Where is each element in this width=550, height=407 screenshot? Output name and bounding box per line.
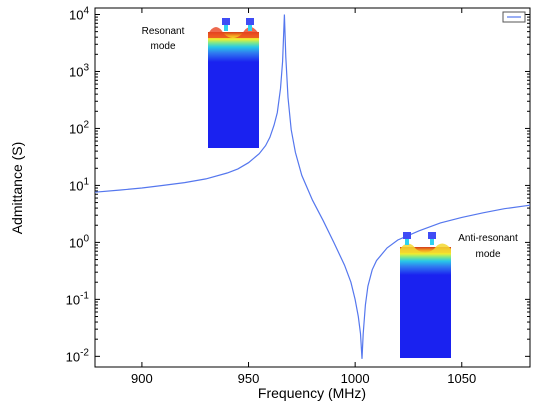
y-tick-label: 101: [69, 176, 89, 193]
y-axis-label: Admittance (S): [9, 142, 25, 235]
y-tick-label: 10-2: [66, 347, 90, 364]
resonant-mode-label-line2: mode: [150, 41, 175, 52]
anti-resonant-mode-inset: [400, 232, 451, 358]
resonant-mode-surface: [208, 27, 259, 38]
anti-resonant-mode-surface: [400, 243, 451, 253]
y-tick-label: 100: [69, 233, 89, 250]
y-tick-label: 10-1: [66, 290, 90, 307]
resonant-electrode-right: [246, 18, 254, 25]
y-axis-ticks: 10-2 10-1 100 101 102 103 104: [66, 5, 530, 364]
anti-resonant-mode-label-line2: mode: [475, 249, 500, 260]
y-tick-label: 104: [69, 5, 89, 22]
y-tick-label: 102: [69, 119, 89, 136]
x-tick-label: 900: [131, 371, 153, 386]
x-axis-ticks: 900 950 1000 1050: [131, 8, 476, 386]
x-axis-label: Frequency (MHz): [258, 385, 366, 401]
x-tick-label: 1000: [341, 371, 370, 386]
plot-area: [94, 7, 531, 368]
y-tick-label: 103: [69, 62, 89, 79]
admittance-curve: [94, 14, 531, 359]
resonant-electrode-left: [222, 18, 230, 25]
anti-resonant-electrode-right: [428, 232, 436, 239]
anti-resonant-electrode-left: [403, 232, 411, 239]
legend: [502, 11, 526, 23]
resonant-mode-label-line1: Resonant: [142, 26, 185, 37]
anti-resonant-mode-label-line1: Anti-resonant: [458, 233, 518, 244]
resonant-mode-inset: [208, 18, 259, 148]
x-tick-label: 1050: [447, 371, 476, 386]
x-tick-label: 950: [238, 371, 260, 386]
